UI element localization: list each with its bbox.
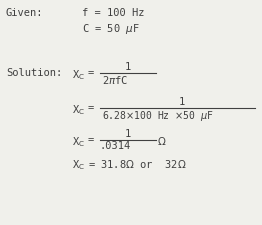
Text: f = 100 Hz: f = 100 Hz — [82, 8, 145, 18]
Text: X$_\mathsf{C}$: X$_\mathsf{C}$ — [72, 103, 85, 117]
Text: X$_\mathsf{C}$: X$_\mathsf{C}$ — [72, 68, 85, 82]
Text: =: = — [88, 103, 94, 113]
Text: 1: 1 — [125, 129, 131, 139]
Text: =: = — [88, 68, 94, 78]
Text: .0314: .0314 — [100, 141, 131, 151]
Text: = 31.8$\Omega$ or  32$\Omega$: = 31.8$\Omega$ or 32$\Omega$ — [88, 158, 187, 170]
Text: Given:: Given: — [6, 8, 43, 18]
Text: $\Omega$: $\Omega$ — [157, 135, 166, 147]
Text: =: = — [88, 135, 94, 145]
Text: X$_\mathsf{C}$: X$_\mathsf{C}$ — [72, 135, 85, 149]
Text: 1: 1 — [125, 62, 131, 72]
Text: 1: 1 — [179, 97, 185, 107]
Text: C = 50 $\mu$F: C = 50 $\mu$F — [82, 22, 140, 36]
Text: 6.28$\times$100 Hz $\times$50 $\mu$F: 6.28$\times$100 Hz $\times$50 $\mu$F — [102, 109, 214, 123]
Text: 2$\pi$fC: 2$\pi$fC — [102, 74, 128, 86]
Text: Solution:: Solution: — [6, 68, 62, 78]
Text: X$_\mathsf{C}$: X$_\mathsf{C}$ — [72, 158, 85, 172]
